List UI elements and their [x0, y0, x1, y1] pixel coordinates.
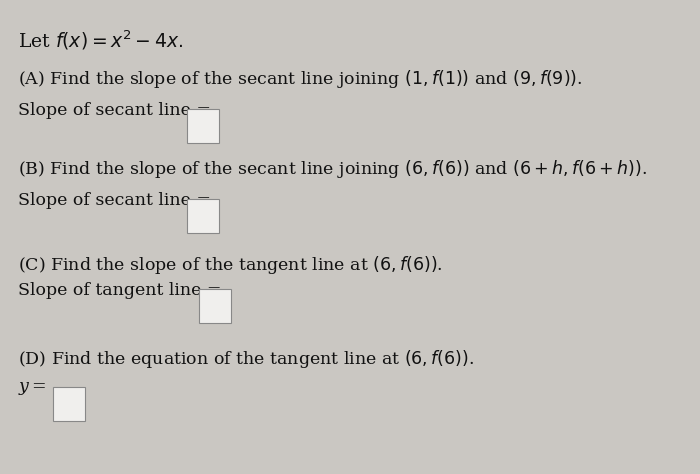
Text: Slope of secant line =: Slope of secant line = — [18, 102, 216, 119]
FancyBboxPatch shape — [199, 289, 231, 323]
Text: (D) Find the equation of the tangent line at $(6, f(6))$.: (D) Find the equation of the tangent lin… — [18, 348, 474, 370]
Text: Slope of tangent line =: Slope of tangent line = — [18, 282, 227, 299]
Text: Let $f(x) = x^2 - 4x.$: Let $f(x) = x^2 - 4x.$ — [18, 28, 183, 52]
Text: (A) Find the slope of the secant line joining $(1, f(1))$ and $(9, f(9))$.: (A) Find the slope of the secant line jo… — [18, 68, 582, 90]
Text: $y =$: $y =$ — [18, 380, 52, 397]
Text: Slope of secant line =: Slope of secant line = — [18, 192, 216, 209]
FancyBboxPatch shape — [187, 199, 219, 233]
FancyBboxPatch shape — [53, 387, 85, 421]
Text: (B) Find the slope of the secant line joining $(6, f(6))$ and $(6 + h, f(6 + h)): (B) Find the slope of the secant line jo… — [18, 158, 648, 180]
Text: (C) Find the slope of the tangent line at $(6, f(6))$.: (C) Find the slope of the tangent line a… — [18, 254, 443, 276]
FancyBboxPatch shape — [187, 109, 219, 143]
